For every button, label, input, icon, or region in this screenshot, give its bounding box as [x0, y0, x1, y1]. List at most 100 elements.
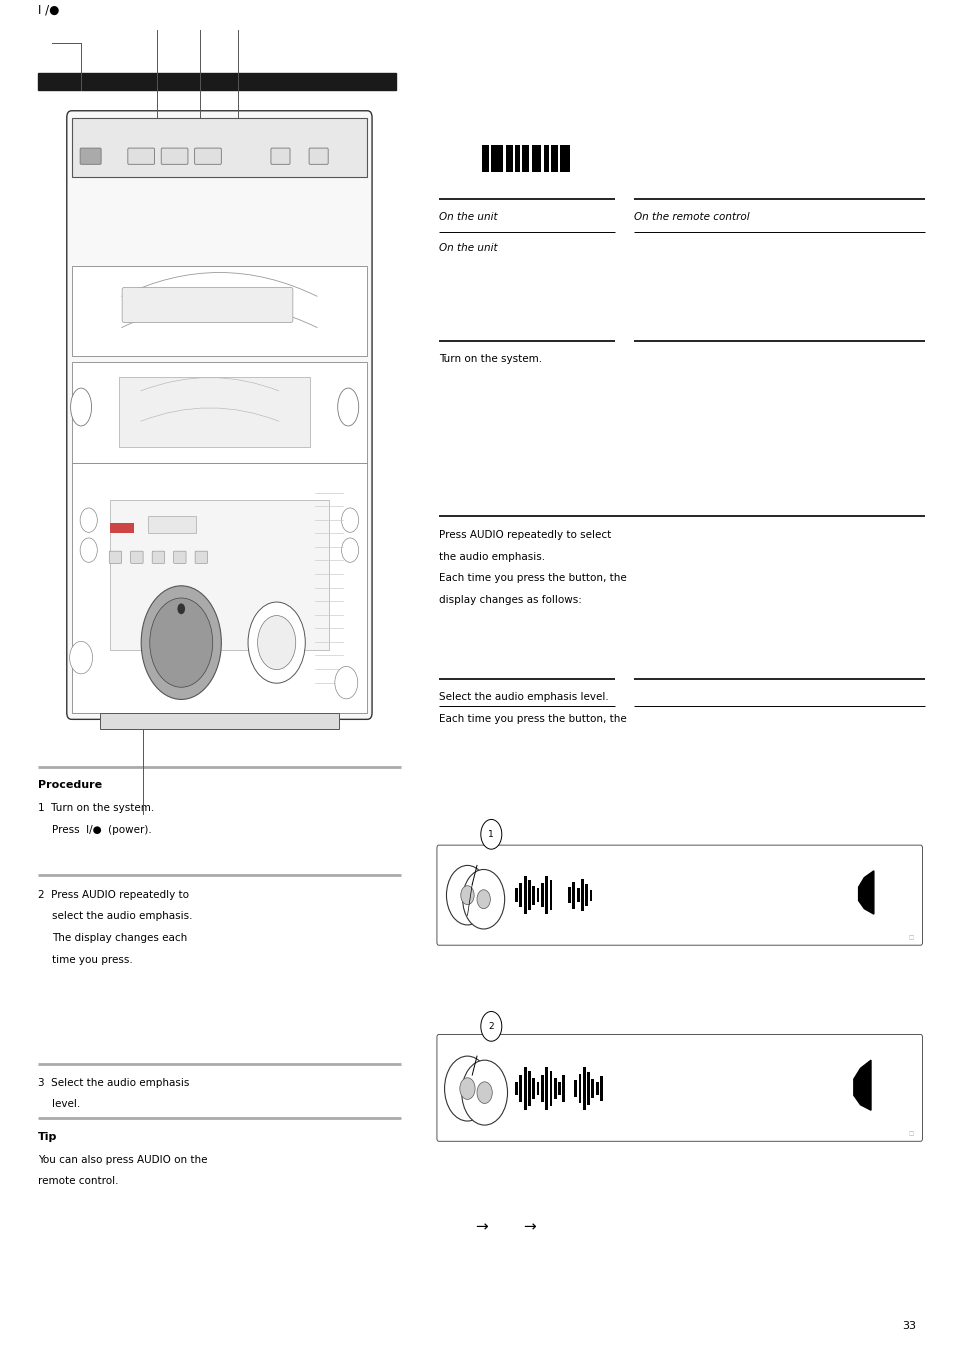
- FancyBboxPatch shape: [161, 148, 188, 164]
- Bar: [532, 886, 535, 905]
- FancyBboxPatch shape: [309, 148, 328, 164]
- Bar: [518, 883, 522, 908]
- Text: 1: 1: [488, 829, 494, 839]
- Text: On the remote control: On the remote control: [634, 213, 749, 222]
- FancyBboxPatch shape: [271, 148, 290, 164]
- Circle shape: [335, 667, 357, 699]
- Ellipse shape: [71, 388, 91, 425]
- Polygon shape: [858, 871, 873, 915]
- Bar: [568, 888, 570, 904]
- FancyBboxPatch shape: [194, 551, 208, 564]
- Bar: [540, 1075, 543, 1102]
- Bar: [553, 1077, 556, 1099]
- Text: Press AUDIO repeatedly to select: Press AUDIO repeatedly to select: [438, 530, 611, 541]
- Bar: [540, 883, 543, 908]
- Bar: [515, 1081, 517, 1095]
- Text: Select the audio emphasis level.: Select the audio emphasis level.: [438, 692, 608, 702]
- FancyBboxPatch shape: [109, 551, 122, 564]
- Bar: [543, 145, 548, 172]
- Bar: [549, 1070, 552, 1106]
- Circle shape: [459, 1077, 475, 1099]
- Bar: [578, 1073, 581, 1103]
- Bar: [71, 362, 367, 462]
- Bar: [585, 885, 587, 906]
- Text: Press  I/●  (power).: Press I/● (power).: [52, 825, 152, 835]
- Bar: [599, 1076, 602, 1100]
- Text: 2: 2: [488, 1022, 494, 1031]
- Bar: [558, 1081, 560, 1095]
- Text: Each time you press the button, the: Each time you press the button, the: [438, 573, 626, 583]
- Bar: [527, 881, 530, 911]
- Bar: [505, 145, 512, 172]
- Circle shape: [476, 1081, 492, 1103]
- Circle shape: [462, 870, 504, 930]
- Bar: [515, 145, 519, 172]
- Text: →: →: [475, 1220, 488, 1234]
- FancyBboxPatch shape: [122, 287, 293, 322]
- FancyBboxPatch shape: [436, 1034, 922, 1141]
- Bar: [561, 1075, 564, 1102]
- Bar: [38, 73, 395, 91]
- Bar: [544, 877, 547, 915]
- Text: 3  Select the audio emphasis: 3 Select the audio emphasis: [38, 1077, 190, 1088]
- Bar: [595, 1081, 598, 1095]
- Text: Turn on the system.: Turn on the system.: [438, 354, 541, 364]
- Bar: [527, 1070, 530, 1106]
- Bar: [148, 516, 195, 533]
- Bar: [523, 877, 526, 915]
- Text: The display changes each: The display changes each: [52, 934, 188, 943]
- Circle shape: [480, 820, 501, 850]
- Ellipse shape: [337, 388, 358, 425]
- Circle shape: [460, 886, 474, 905]
- Bar: [71, 118, 367, 178]
- FancyBboxPatch shape: [152, 551, 165, 564]
- Bar: [536, 889, 538, 902]
- Text: Tip: Tip: [38, 1131, 57, 1142]
- Bar: [71, 267, 367, 355]
- Circle shape: [444, 1056, 490, 1121]
- Circle shape: [461, 1060, 507, 1125]
- Text: remote control.: remote control.: [38, 1176, 118, 1187]
- Circle shape: [141, 585, 221, 699]
- Circle shape: [480, 1011, 501, 1041]
- FancyBboxPatch shape: [173, 551, 186, 564]
- FancyBboxPatch shape: [194, 148, 221, 164]
- Bar: [523, 1066, 526, 1110]
- Text: On the unit: On the unit: [438, 244, 497, 253]
- Bar: [572, 882, 575, 909]
- Circle shape: [248, 602, 305, 683]
- Circle shape: [341, 508, 358, 533]
- Bar: [582, 1066, 585, 1110]
- Bar: [518, 1075, 522, 1102]
- Text: Each time you press the button, the: Each time you press the button, the: [438, 714, 626, 724]
- Text: 1  Turn on the system.: 1 Turn on the system.: [38, 804, 154, 813]
- Bar: [559, 145, 569, 172]
- FancyBboxPatch shape: [131, 551, 143, 564]
- Circle shape: [341, 538, 358, 562]
- Text: select the audio emphasis.: select the audio emphasis.: [52, 912, 193, 921]
- Text: 33: 33: [901, 1321, 915, 1331]
- Text: □: □: [907, 1131, 913, 1135]
- FancyBboxPatch shape: [80, 148, 101, 164]
- Text: You can also press AUDIO on the: You can also press AUDIO on the: [38, 1154, 208, 1165]
- Circle shape: [257, 615, 295, 669]
- Bar: [589, 890, 592, 901]
- Bar: [574, 1080, 577, 1096]
- FancyBboxPatch shape: [436, 846, 922, 946]
- FancyBboxPatch shape: [67, 111, 372, 720]
- Circle shape: [177, 603, 185, 614]
- Bar: [544, 1066, 547, 1110]
- Circle shape: [476, 890, 490, 909]
- Bar: [110, 523, 133, 533]
- Bar: [591, 1079, 594, 1098]
- Text: 2  Press AUDIO repeatedly to: 2 Press AUDIO repeatedly to: [38, 890, 189, 900]
- Polygon shape: [853, 1060, 870, 1110]
- Text: the audio emphasis.: the audio emphasis.: [438, 551, 544, 562]
- Bar: [515, 889, 517, 902]
- Bar: [531, 145, 540, 172]
- Bar: [532, 1077, 535, 1099]
- Bar: [481, 145, 488, 172]
- Bar: [550, 145, 558, 172]
- Bar: [549, 881, 552, 911]
- Text: I /●: I /●: [38, 3, 59, 16]
